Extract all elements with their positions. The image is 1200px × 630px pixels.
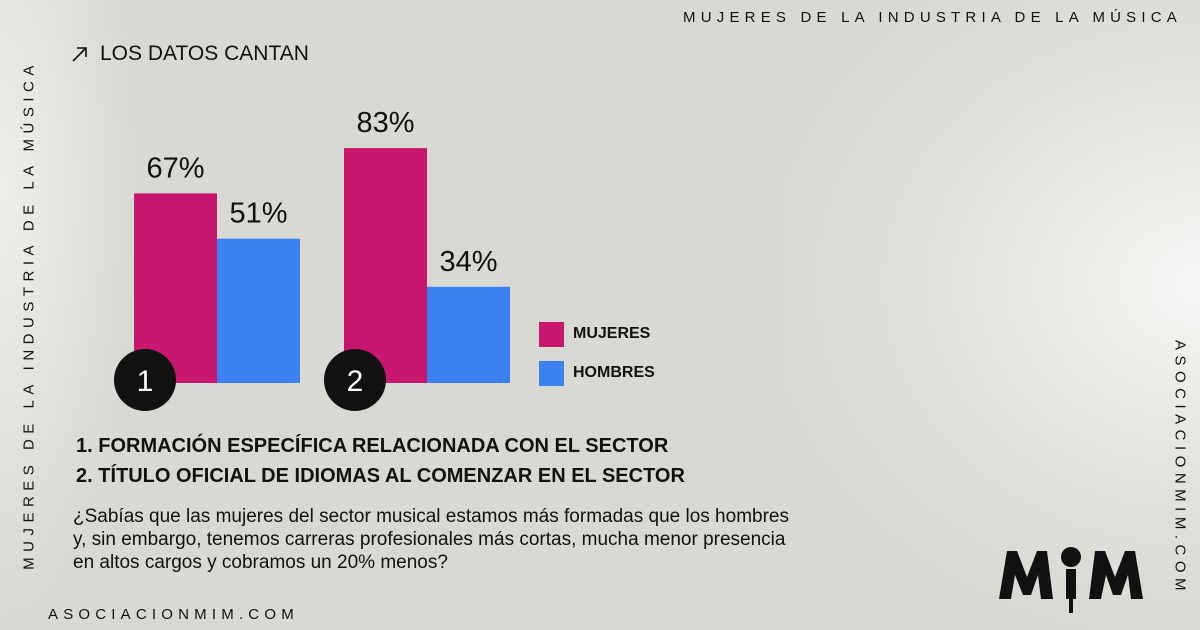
chart-legend: MUJERES HOMBRES xyxy=(539,321,655,400)
bar-mujeres-2 xyxy=(344,148,427,383)
description-paragraph: ¿Sabías que las mujeres del sector music… xyxy=(73,505,953,574)
header-title: MUJERES DE LA INDUSTRIA DE LA MÚSICA xyxy=(683,9,1182,26)
description-line-3: en altos cargos y cobramos un 20% menos? xyxy=(73,552,448,573)
side-text-right: ASOCIACIONMIM.COM xyxy=(1171,339,1189,597)
legend-swatch-mujeres xyxy=(539,321,564,347)
footer-url: ASOCIACIONMIM.COM xyxy=(48,606,299,623)
category-label-1: 1 xyxy=(137,365,154,398)
section-label-text: LOS DATOS CANTAN xyxy=(100,42,309,65)
category-notes: 1. FORMACIÓN ESPECÍFICA RELACIONADA CON … xyxy=(76,431,685,491)
data-label-hombres-1: 51% xyxy=(229,198,287,230)
note-2: 2. TÍTULO OFICIAL DE IDIOMAS AL COMENZAR… xyxy=(76,465,685,487)
bar-chart: 67% 51% 1 83% 34% 2 xyxy=(114,107,510,411)
description-line-2: y, sin embargo, tenemos carreras profesi… xyxy=(73,529,786,550)
description-line-1: ¿Sabías que las mujeres del sector music… xyxy=(73,506,789,527)
data-label-mujeres-2: 83% xyxy=(356,107,414,139)
arrow-up-right-icon xyxy=(72,47,87,62)
category-badge-1 xyxy=(114,349,176,411)
section-label: LOS DATOS CANTAN xyxy=(70,42,309,66)
background-texture-right xyxy=(780,0,1200,630)
legend-label-mujeres: MUJERES xyxy=(573,325,651,342)
bar-hombres-2 xyxy=(427,286,510,383)
legend-swatch-hombres xyxy=(539,360,564,386)
data-label-mujeres-1: 67% xyxy=(146,152,204,184)
legend-item-mujeres: MUJERES xyxy=(539,321,655,347)
legend-label-hombres: HOMBRES xyxy=(573,364,655,381)
data-label-hombres-2: 34% xyxy=(439,246,497,278)
legend-item-hombres: HOMBRES xyxy=(539,360,655,386)
bar-hombres-1 xyxy=(217,238,300,383)
category-badge-2 xyxy=(324,349,386,411)
category-label-2: 2 xyxy=(347,365,364,398)
mim-logo xyxy=(999,547,1143,613)
note-1: 1. FORMACIÓN ESPECÍFICA RELACIONADA CON … xyxy=(76,435,669,457)
background-texture-left xyxy=(0,0,140,630)
